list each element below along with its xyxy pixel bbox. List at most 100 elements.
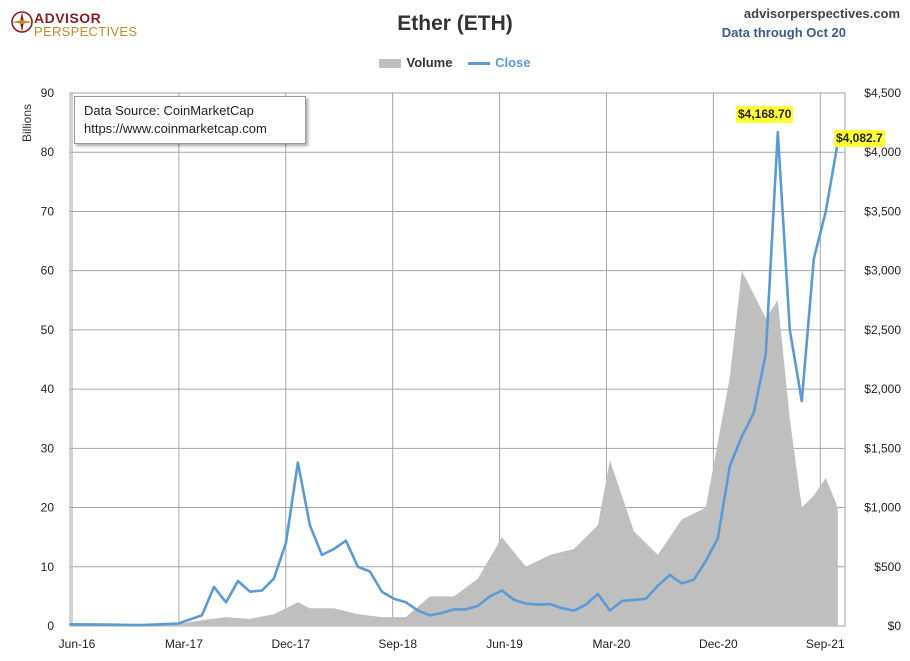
- close-point: [801, 400, 803, 402]
- close-point: [417, 609, 419, 612]
- volume-area: [70, 270, 838, 626]
- data-through-note: Data through Oct 20: [721, 25, 846, 40]
- close-point: [765, 352, 767, 355]
- close-point: [789, 329, 791, 331]
- y-left-tick-label: 80: [41, 145, 55, 159]
- close-point: [333, 548, 335, 550]
- x-tick-label: Mar-17: [165, 637, 203, 651]
- close-point: [261, 589, 263, 592]
- close-point: [249, 590, 251, 593]
- close-point: [213, 586, 215, 588]
- close-point: [669, 574, 671, 576]
- close-point: [381, 590, 383, 593]
- close-point: [525, 602, 527, 605]
- close-point: [537, 603, 539, 606]
- brand-logo: ADVISOR PERSPECTIVES: [10, 8, 150, 39]
- y-right-tick-label: $1,500: [864, 441, 901, 455]
- legend-label-volume: Volume: [406, 55, 453, 71]
- site-name: advisorperspectives.com: [743, 6, 900, 21]
- close-point: [489, 595, 491, 598]
- x-tick-label: Jun-19: [486, 637, 523, 651]
- close-point: [501, 589, 503, 592]
- close-point: [681, 582, 683, 585]
- close-point: [369, 570, 371, 573]
- x-tick-label: Jun-16: [59, 637, 96, 651]
- close-point: [177, 622, 179, 625]
- close-point: [405, 601, 407, 604]
- close-point: [597, 593, 599, 595]
- y-left-tick-label: 30: [41, 441, 55, 455]
- peak-price-callout: $4,168.70: [736, 106, 794, 123]
- y-right-tick-label: $2,500: [864, 323, 901, 337]
- close-point: [393, 598, 395, 600]
- chart-title: Ether (ETH): [397, 12, 513, 35]
- close-point: [813, 258, 815, 260]
- y-right-tick-label: $2,000: [864, 382, 901, 396]
- close-point: [285, 542, 287, 544]
- x-tick-label: Sep-21: [806, 637, 845, 651]
- close-point: [825, 210, 827, 213]
- y-left-tick-label: 90: [41, 86, 55, 100]
- brand-line2: PERSPECTIVES: [34, 24, 138, 39]
- close-point: [345, 539, 347, 542]
- close-line-series: [69, 130, 840, 627]
- close-point: [297, 461, 299, 464]
- y-left-tick-label: 20: [41, 501, 55, 515]
- close-point: [585, 603, 587, 606]
- close-point: [321, 554, 323, 556]
- y-right-tick-label: $0: [888, 619, 902, 633]
- x-tick-label: Dec-17: [271, 637, 310, 651]
- y-axis-label-left: Billions: [20, 103, 34, 142]
- legend-swatch-volume: [379, 59, 402, 69]
- x-tick-label: Dec-20: [699, 637, 738, 651]
- brand-line1: ADVISOR: [34, 10, 102, 26]
- close-point: [453, 608, 455, 611]
- legend-swatch-close: [468, 62, 491, 66]
- last-price-callout: $4,082.7: [834, 130, 885, 147]
- close-point: [105, 623, 107, 626]
- legend-item-close: Close: [468, 55, 531, 70]
- close-point: [729, 465, 731, 467]
- close-point: [441, 612, 443, 614]
- close-point: [753, 412, 755, 414]
- y-left-tick-label: 0: [47, 619, 54, 633]
- close-point: [429, 614, 431, 617]
- close-point: [621, 600, 623, 602]
- y-left-tick-label: 70: [41, 204, 55, 218]
- y-right-tick-label: $4,000: [864, 145, 901, 159]
- y-left-tick-label: 50: [41, 323, 55, 337]
- close-point: [573, 609, 575, 612]
- close-point: [645, 598, 647, 600]
- close-point: [741, 435, 743, 438]
- y-right-tick-label: $3,000: [864, 264, 901, 278]
- axes: 0 $0 10 $500 20 $1,000 30 $1,500 40 $2,000 50 $2,50…: [41, 86, 902, 651]
- close-point: [693, 579, 695, 581]
- close-point: [201, 614, 203, 617]
- x-tick-label: Mar-20: [592, 637, 630, 651]
- source-line1: Data Source: CoinMarketCap: [84, 103, 254, 118]
- close-point: [309, 524, 311, 527]
- close-point: [141, 624, 143, 626]
- close-point: [777, 131, 779, 133]
- close-line: [69, 130, 840, 627]
- close-point: [657, 584, 659, 587]
- data-source-box: Data Source: CoinMarketCap https://www.c…: [74, 96, 306, 144]
- close-point: [225, 601, 227, 604]
- close-point: [705, 560, 707, 562]
- y-right-tick-label: $3,500: [864, 204, 901, 218]
- y-right-tick-label: $500: [874, 560, 901, 574]
- close-point: [273, 577, 275, 580]
- close-point: [717, 537, 719, 540]
- y-left-tick-label: 40: [41, 382, 55, 396]
- close-point: [237, 580, 239, 582]
- legend-item-volume: Volume: [379, 55, 452, 70]
- close-point: [561, 607, 563, 609]
- x-tick-label: Sep-18: [378, 637, 417, 651]
- close-point: [513, 599, 515, 601]
- volume-area-series: [70, 270, 838, 626]
- close-point: [465, 608, 467, 611]
- close-point: [477, 605, 479, 607]
- close-point: [357, 566, 359, 568]
- chart-legend: Volume Close: [0, 54, 910, 70]
